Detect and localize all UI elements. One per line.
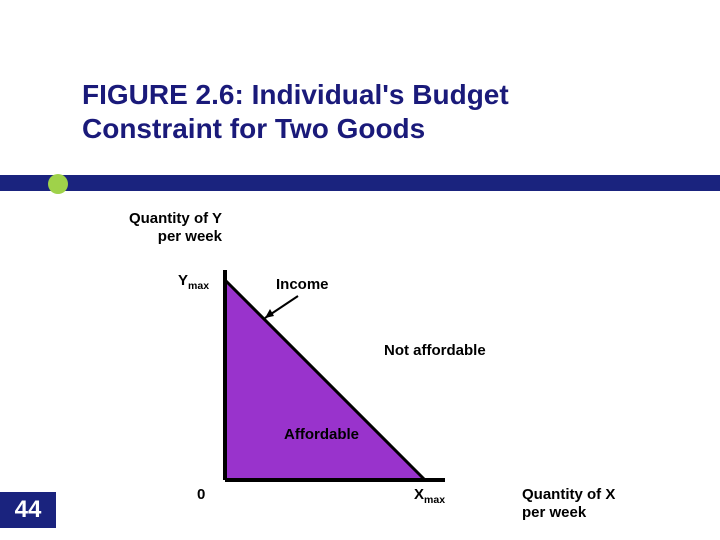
income-label: Income bbox=[276, 276, 329, 293]
affordable-label: Affordable bbox=[284, 426, 359, 443]
x-axis-label: Quantity of X per week bbox=[522, 486, 662, 522]
bullet-icon bbox=[48, 174, 68, 194]
x-axis-label-l1: Quantity of X bbox=[522, 486, 615, 503]
slide-number: 44 bbox=[0, 492, 56, 528]
xmax-label: Xmax bbox=[414, 486, 445, 506]
origin-label: 0 bbox=[197, 486, 205, 503]
budget-constraint-plot bbox=[0, 0, 720, 540]
not-affordable-label: Not affordable bbox=[384, 342, 486, 359]
x-axis-label-l2: per week bbox=[522, 504, 586, 521]
